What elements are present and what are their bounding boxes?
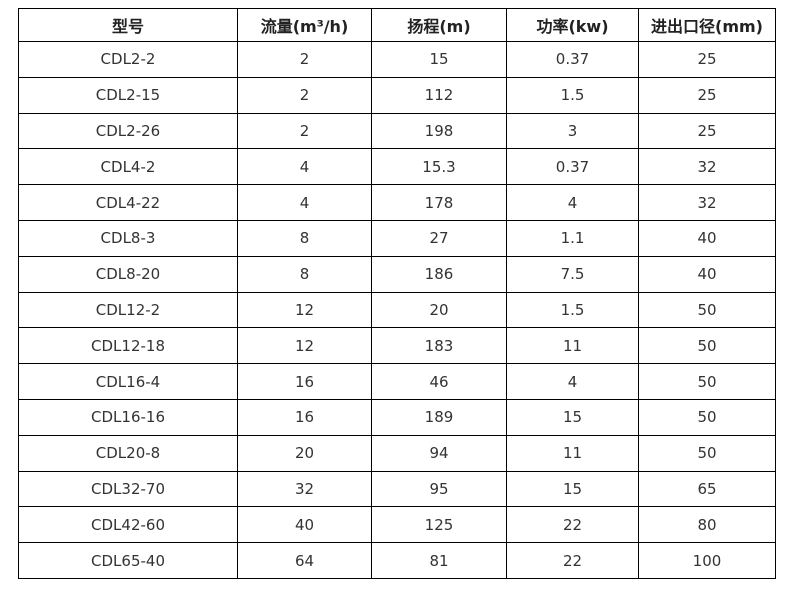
model-cell: CDL2-2: [18, 41, 238, 78]
power-cell: 1.5: [506, 76, 639, 114]
port-size-cell: 50: [638, 363, 776, 400]
power-cell: 11: [506, 434, 639, 472]
table-row: CDL42-60 40 125 22 80: [18, 506, 776, 544]
table-body: CDL2-2 2 15 0.37 25 CDL2-15 2 112 1.5 25 CDL2-26 2 1…: [18, 41, 776, 579]
head-cell: 189: [371, 398, 507, 436]
model-cell: CDL42-60: [18, 506, 238, 544]
head-cell: 81: [371, 542, 507, 579]
table-row: CDL12-2 12 20 1.5 50: [18, 291, 776, 329]
power-cell: 15: [506, 398, 639, 436]
col-header-power: 功率(kw): [506, 8, 639, 42]
power-cell: 22: [506, 506, 639, 544]
head-cell: 186: [371, 255, 507, 293]
port-size-cell: 50: [638, 327, 776, 365]
col-header-model: 型号: [18, 8, 238, 42]
flow-rate-cell: 4: [237, 184, 372, 221]
model-cell: CDL65-40: [18, 542, 238, 579]
head-cell: 15: [371, 41, 507, 78]
model-cell: CDL20-8: [18, 434, 238, 472]
port-size-cell: 50: [638, 291, 776, 329]
col-header-port-size: 进出口径(mm): [638, 8, 776, 42]
model-cell: CDL2-26: [18, 112, 238, 150]
col-header-head: 扬程(m): [371, 8, 507, 42]
table-row: CDL65-40 64 81 22 100: [18, 542, 776, 579]
table-row: CDL12-18 12 183 11 50: [18, 327, 776, 365]
table-row: CDL16-4 16 46 4 50: [18, 363, 776, 400]
head-cell: 94: [371, 434, 507, 472]
port-size-cell: 50: [638, 434, 776, 472]
port-size-cell: 32: [638, 148, 776, 186]
table-row: CDL16-16 16 189 15 50: [18, 398, 776, 436]
pump-spec-table: 型号 流量(m³/h) 扬程(m) 功率(kw) 进出口径(mm) CDL2-2…: [18, 8, 776, 579]
flow-rate-cell: 8: [237, 219, 372, 257]
power-cell: 11: [506, 327, 639, 365]
head-cell: 46: [371, 363, 507, 400]
table-row: CDL2-26 2 198 3 25: [18, 112, 776, 150]
flow-rate-cell: 12: [237, 327, 372, 365]
table-row: CDL20-8 20 94 11 50: [18, 434, 776, 472]
flow-rate-cell: 8: [237, 255, 372, 293]
power-cell: 15: [506, 470, 639, 508]
flow-rate-cell: 12: [237, 291, 372, 329]
port-size-cell: 100: [638, 542, 776, 579]
table-row: CDL2-15 2 112 1.5 25: [18, 76, 776, 114]
power-cell: 4: [506, 184, 639, 221]
port-size-cell: 25: [638, 76, 776, 114]
head-cell: 95: [371, 470, 507, 508]
model-cell: CDL2-15: [18, 76, 238, 114]
head-cell: 112: [371, 76, 507, 114]
power-cell: 1.5: [506, 291, 639, 329]
col-header-flow-rate: 流量(m³/h): [237, 8, 372, 42]
table-row: CDL8-20 8 186 7.5 40: [18, 255, 776, 293]
power-cell: 0.37: [506, 41, 639, 78]
table-row: CDL8-3 8 27 1.1 40: [18, 219, 776, 257]
model-cell: CDL12-18: [18, 327, 238, 365]
head-cell: 183: [371, 327, 507, 365]
model-cell: CDL16-16: [18, 398, 238, 436]
model-cell: CDL32-70: [18, 470, 238, 508]
flow-rate-cell: 2: [237, 112, 372, 150]
head-cell: 125: [371, 506, 507, 544]
model-cell: CDL16-4: [18, 363, 238, 400]
model-cell: CDL4-2: [18, 148, 238, 186]
port-size-cell: 25: [638, 41, 776, 78]
port-size-cell: 25: [638, 112, 776, 150]
power-cell: 1.1: [506, 219, 639, 257]
power-cell: 0.37: [506, 148, 639, 186]
flow-rate-cell: 4: [237, 148, 372, 186]
port-size-cell: 65: [638, 470, 776, 508]
flow-rate-cell: 2: [237, 41, 372, 78]
port-size-cell: 32: [638, 184, 776, 221]
model-cell: CDL8-3: [18, 219, 238, 257]
flow-rate-cell: 20: [237, 434, 372, 472]
model-cell: CDL4-22: [18, 184, 238, 221]
model-cell: CDL8-20: [18, 255, 238, 293]
power-cell: 4: [506, 363, 639, 400]
head-cell: 27: [371, 219, 507, 257]
head-cell: 178: [371, 184, 507, 221]
port-size-cell: 80: [638, 506, 776, 544]
port-size-cell: 40: [638, 219, 776, 257]
power-cell: 3: [506, 112, 639, 150]
flow-rate-cell: 16: [237, 398, 372, 436]
power-cell: 22: [506, 542, 639, 579]
port-size-cell: 40: [638, 255, 776, 293]
table-row: CDL2-2 2 15 0.37 25: [18, 41, 776, 78]
table-row: CDL4-2 4 15.3 0.37 32: [18, 148, 776, 186]
flow-rate-cell: 64: [237, 542, 372, 579]
head-cell: 198: [371, 112, 507, 150]
head-cell: 15.3: [371, 148, 507, 186]
flow-rate-cell: 40: [237, 506, 372, 544]
header-row: 型号 流量(m³/h) 扬程(m) 功率(kw) 进出口径(mm): [18, 8, 776, 42]
flow-rate-cell: 2: [237, 76, 372, 114]
port-size-cell: 50: [638, 398, 776, 436]
model-cell: CDL12-2: [18, 291, 238, 329]
table-row: CDL32-70 32 95 15 65: [18, 470, 776, 508]
head-cell: 20: [371, 291, 507, 329]
flow-rate-cell: 32: [237, 470, 372, 508]
flow-rate-cell: 16: [237, 363, 372, 400]
power-cell: 7.5: [506, 255, 639, 293]
table-row: CDL4-22 4 178 4 32: [18, 184, 776, 221]
